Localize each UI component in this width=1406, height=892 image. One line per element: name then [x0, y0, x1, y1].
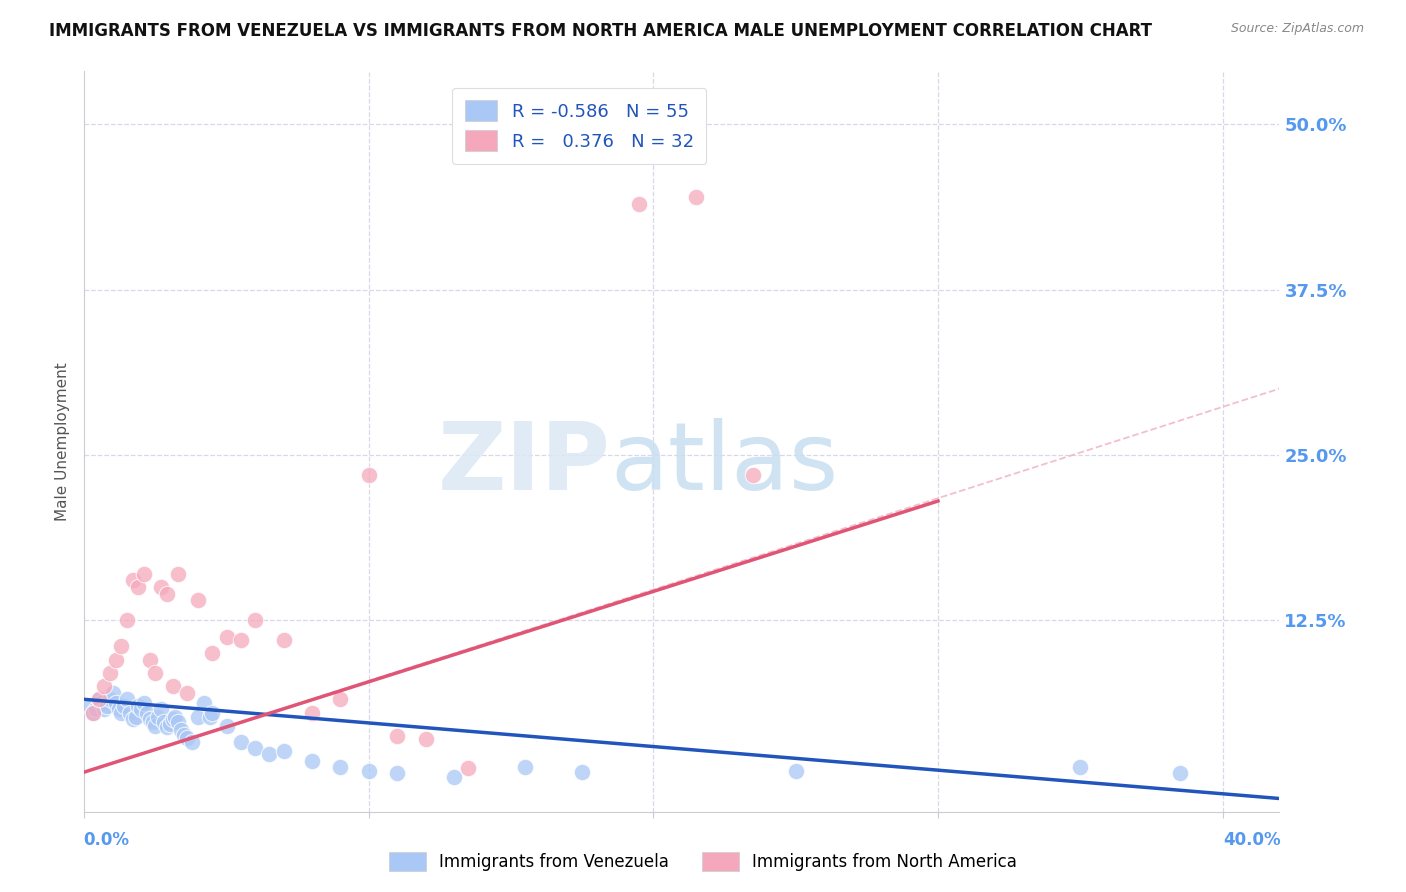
Point: [181, 734, 204, 748]
Point: [127, 580, 149, 594]
Point: [107, 701, 129, 715]
Point: [198, 709, 221, 723]
Point: [87, 692, 110, 706]
Point: [167, 714, 190, 729]
Point: [142, 714, 165, 729]
Point: [156, 720, 179, 734]
Point: [443, 770, 465, 784]
Point: [129, 701, 152, 715]
Point: [1168, 766, 1191, 780]
Point: [139, 653, 162, 667]
Legend: R = -0.586   N = 55, R =   0.376   N = 32: R = -0.586 N = 55, R = 0.376 N = 32: [451, 87, 706, 164]
Point: [112, 698, 135, 713]
Text: ZIP: ZIP: [437, 417, 610, 509]
Point: [165, 709, 187, 723]
Point: [145, 719, 167, 733]
Point: [628, 196, 651, 211]
Text: 40.0%: 40.0%: [1223, 831, 1281, 849]
Point: [685, 190, 707, 204]
Point: [115, 692, 138, 706]
Point: [84, 701, 107, 715]
Point: [98, 692, 121, 706]
Point: [79, 698, 101, 713]
Point: [156, 586, 179, 600]
Point: [259, 747, 281, 761]
Point: [329, 692, 352, 706]
Point: [139, 712, 162, 726]
Y-axis label: Male Unemployment: Male Unemployment: [55, 362, 70, 521]
Point: [215, 630, 238, 644]
Text: IMMIGRANTS FROM VENEZUELA VS IMMIGRANTS FROM NORTH AMERICA MALE UNEMPLOYMENT COR: IMMIGRANTS FROM VENEZUELA VS IMMIGRANTS …: [49, 22, 1152, 40]
Point: [167, 566, 190, 581]
Point: [96, 698, 118, 713]
Point: [187, 709, 209, 723]
Point: [387, 766, 409, 780]
Point: [201, 646, 224, 660]
Point: [457, 761, 479, 775]
Point: [101, 686, 124, 700]
Point: [82, 706, 104, 720]
Point: [229, 632, 252, 647]
Point: [273, 744, 295, 758]
Point: [124, 709, 146, 723]
Point: [187, 593, 209, 607]
Text: 0.0%: 0.0%: [83, 831, 129, 849]
Point: [150, 701, 173, 715]
Point: [93, 679, 115, 693]
Point: [121, 574, 143, 588]
Point: [301, 755, 323, 769]
Point: [329, 760, 352, 774]
Point: [127, 698, 149, 713]
Point: [176, 686, 198, 700]
Point: [357, 764, 380, 778]
Text: Source: ZipAtlas.com: Source: ZipAtlas.com: [1230, 22, 1364, 36]
Point: [121, 712, 143, 726]
Point: [145, 665, 167, 680]
Point: [301, 706, 323, 720]
Point: [571, 765, 593, 780]
Point: [357, 467, 380, 482]
Point: [115, 613, 138, 627]
Point: [136, 706, 159, 720]
Point: [98, 665, 121, 680]
Legend: Immigrants from Venezuela, Immigrants from North America: Immigrants from Venezuela, Immigrants fr…: [381, 843, 1025, 880]
Point: [93, 701, 115, 715]
Point: [90, 696, 112, 710]
Point: [104, 696, 127, 710]
Point: [118, 706, 141, 720]
Point: [87, 692, 110, 706]
Point: [415, 731, 437, 746]
Point: [162, 712, 184, 726]
Point: [110, 706, 132, 720]
Point: [229, 734, 252, 748]
Point: [785, 764, 807, 778]
Point: [82, 706, 104, 720]
Point: [153, 714, 176, 729]
Point: [170, 723, 193, 737]
Point: [515, 760, 537, 774]
Point: [173, 728, 195, 742]
Point: [387, 730, 409, 744]
Point: [162, 679, 184, 693]
Point: [159, 717, 181, 731]
Point: [1069, 760, 1091, 774]
Point: [176, 731, 198, 745]
Point: [243, 613, 266, 627]
Point: [201, 706, 224, 720]
Text: atlas: atlas: [610, 417, 838, 509]
Point: [273, 632, 295, 647]
Point: [150, 580, 173, 594]
Point: [243, 741, 266, 756]
Point: [193, 696, 215, 710]
Point: [215, 719, 238, 733]
Point: [110, 640, 132, 654]
Point: [148, 709, 170, 723]
Point: [132, 696, 156, 710]
Point: [132, 566, 156, 581]
Point: [742, 467, 765, 482]
Point: [104, 653, 127, 667]
